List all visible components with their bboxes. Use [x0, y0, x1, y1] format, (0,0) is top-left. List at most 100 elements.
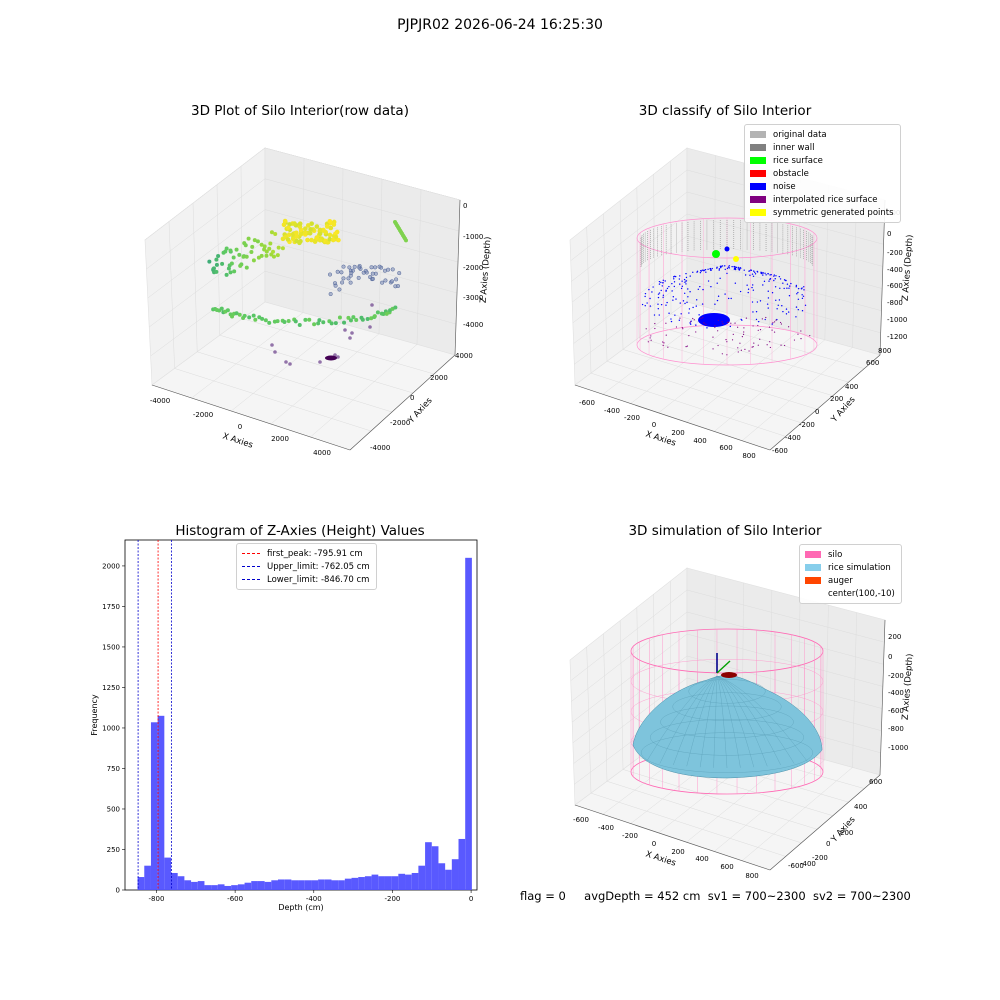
interpolated-point: [751, 346, 753, 348]
data-point: [312, 239, 318, 244]
grid-line: [149, 240, 266, 328]
data-point: [303, 317, 308, 322]
legend-label: obstacle: [773, 168, 809, 179]
x-tick-label: 400: [693, 437, 706, 445]
noise-point: [707, 268, 709, 270]
data-point: [370, 303, 374, 307]
histogram-plot: -800 -600 -400 -200 0 0 250 500 750 1000 1250 1500 1…: [90, 539, 478, 912]
noise-point: [733, 266, 735, 268]
histogram-bar: [251, 881, 258, 890]
histogram-bar: [391, 876, 399, 890]
noise-point: [773, 275, 775, 277]
noise-point: [689, 322, 691, 324]
histogram-bar: [171, 872, 178, 890]
grid-line: [586, 646, 592, 794]
histogram-bar: [184, 880, 192, 890]
histogram-title: Histogram of Z-Axies (Height) Values: [175, 523, 425, 539]
y-axis-label: Frequency: [90, 694, 99, 736]
data-point: [229, 261, 234, 266]
data-point: [380, 280, 385, 285]
data-point: [268, 241, 273, 246]
noise-point: [679, 302, 681, 304]
noise-point: [688, 308, 691, 310]
grid-line: [378, 179, 383, 334]
grid-line: [570, 169, 688, 261]
x-tick-label: 4000: [313, 449, 331, 457]
interpolated-point: [685, 345, 687, 348]
grid-line: [146, 178, 266, 270]
y-tick-label: 1500: [102, 643, 120, 651]
interpolated-point: [768, 326, 771, 328]
data-point: [220, 261, 225, 266]
data-point: [284, 360, 288, 364]
z-tick-label: 0: [463, 202, 467, 210]
simulation-legend: silo rice simulation auger center(100,-1…: [799, 544, 902, 604]
data-point: [328, 272, 333, 277]
y-tick-label: 4000: [455, 352, 473, 360]
data-point: [238, 263, 243, 268]
y-tick-label: 0: [826, 840, 830, 848]
noise-point: [701, 303, 704, 305]
histogram-bar: [351, 877, 359, 890]
data-point: [389, 279, 394, 284]
noise-point: [774, 278, 776, 280]
noise-point: [754, 273, 757, 275]
grid-line: [147, 209, 266, 299]
noise-point: [670, 320, 673, 323]
legend-line: [242, 553, 260, 554]
data-point: [275, 319, 280, 324]
data-point: [330, 237, 336, 243]
noise-point: [752, 284, 754, 286]
noise-point: [779, 278, 782, 280]
z-tick-label: -600: [888, 707, 904, 715]
noise-point: [783, 279, 786, 281]
data-point: [321, 320, 326, 325]
status-line: flag = 0 avgDepth = 452 cm sv1 = 700~230…: [520, 889, 911, 903]
data-point: [271, 249, 276, 254]
grid-line: [714, 759, 826, 852]
rice-mesh: [716, 675, 781, 766]
noise-point: [678, 278, 681, 280]
noise-point: [726, 272, 728, 275]
noise-point: [749, 274, 751, 276]
data-point: [297, 322, 302, 327]
interpolated-point: [780, 323, 782, 325]
noise-point: [784, 279, 787, 282]
rice-mesh: [699, 675, 718, 768]
legend-swatch: [805, 551, 821, 558]
noise-point: [728, 265, 731, 267]
data-point: [383, 278, 388, 283]
histogram-bar: [231, 885, 238, 890]
data-point: [214, 257, 219, 262]
data-point: [223, 249, 228, 254]
data-point: [348, 336, 352, 340]
x-tick-label: 800: [745, 872, 758, 880]
noise-point: [795, 316, 797, 318]
data-point: [316, 321, 321, 326]
data-point: [224, 272, 229, 277]
y-tick-label: -400: [800, 860, 816, 868]
histogram-bar: [257, 881, 265, 890]
data-point: [340, 280, 345, 285]
interpolated-point: [757, 344, 759, 346]
data-point: [368, 325, 372, 329]
noise-point: [785, 313, 788, 315]
data-point: [336, 355, 340, 359]
noise-point: [755, 310, 758, 313]
z-axis-line: [879, 199, 886, 356]
noise-point: [778, 275, 781, 278]
histogram-bar: [431, 846, 439, 890]
interpolated-point: [761, 318, 763, 320]
grid-line: [741, 162, 744, 318]
noise-point: [769, 278, 771, 281]
sv2-text: sv2 = 700~2300: [812, 889, 911, 903]
data-point: [280, 246, 285, 251]
grid-line: [686, 235, 883, 289]
histogram-bar: [411, 872, 419, 890]
noise-point: [666, 301, 668, 304]
interpolated-point: [717, 330, 719, 332]
noise-point: [649, 297, 651, 300]
data-point: [285, 225, 291, 231]
data-point: [343, 328, 347, 332]
data-point: [346, 315, 351, 320]
